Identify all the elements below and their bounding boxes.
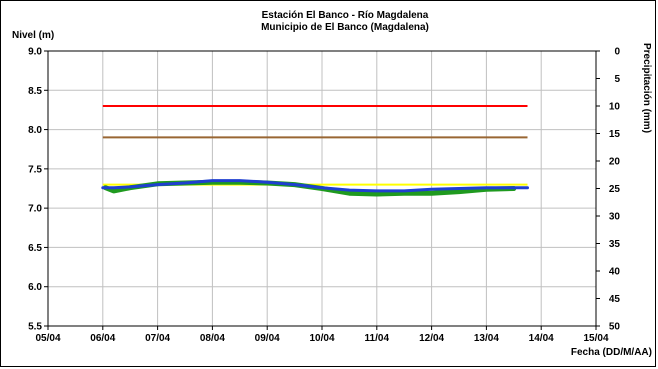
x-tick-label: 05/04 — [35, 333, 60, 344]
y2-axis-label: Precipitación (mm) — [641, 43, 652, 133]
y2-tick-label: 5 — [614, 74, 620, 85]
y-tick-label: 9.0 — [28, 47, 42, 58]
y-tick-label: 7.0 — [28, 204, 42, 215]
x-tick-label: 11/04 — [365, 333, 390, 344]
y-tick-label: 8.5 — [28, 86, 42, 97]
x-tick-label: 13/04 — [474, 333, 499, 344]
y-axis: 9.0 8.5 8.0 7.5 7.0 6.5 6.0 5.5 — [28, 47, 48, 333]
x-tick-label: 15/04 — [583, 333, 608, 344]
x-axis-label: Fecha (DD/M/AA) — [571, 347, 652, 358]
y-tick-label: 6.0 — [28, 282, 42, 293]
x-axis: 05/04 06/04 07/04 08/04 09/04 10/04 11/04 12/04… — [35, 326, 609, 344]
y2-axis: 0 5 10 15 20 25 30 35 40 45 50 — [596, 47, 620, 333]
x-tick-label: 09/04 — [255, 333, 280, 344]
y-tick-label: 7.5 — [28, 164, 42, 175]
grid — [48, 51, 596, 326]
y2-tick-label: 40 — [609, 267, 621, 278]
y2-tick-label: 25 — [609, 184, 621, 195]
y-tick-label: 5.5 — [28, 322, 42, 333]
chart-title-line2: Municipio de El Banco (Magdalena) — [261, 22, 429, 33]
x-tick-label: 14/04 — [529, 333, 554, 344]
y2-tick-label: 35 — [609, 239, 621, 250]
x-tick-label: 10/04 — [309, 333, 334, 344]
x-tick-label: 06/04 — [90, 333, 115, 344]
y2-tick-label: 10 — [609, 102, 621, 113]
series-line — [101, 179, 529, 193]
x-tick-label: 07/04 — [145, 333, 170, 344]
y2-tick-label: 30 — [609, 212, 621, 223]
x-tick-label: 12/04 — [419, 333, 444, 344]
y-tick-label: 8.0 — [28, 125, 42, 136]
series-group — [101, 179, 529, 197]
chart-title-line1: Estación El Banco - Río Magdalena — [262, 10, 429, 21]
y-axis-label: Nivel (m) — [12, 30, 54, 41]
y2-tick-label: 0 — [614, 47, 620, 58]
y2-tick-label: 15 — [609, 129, 621, 140]
x-tick-label: 08/04 — [200, 333, 225, 344]
y2-tick-label: 20 — [609, 157, 621, 168]
y2-tick-label: 45 — [609, 294, 621, 305]
y-tick-label: 6.5 — [28, 243, 42, 254]
y2-tick-label: 50 — [609, 322, 621, 333]
